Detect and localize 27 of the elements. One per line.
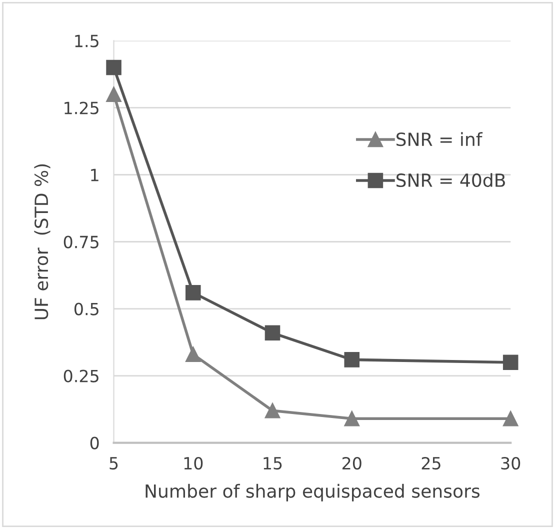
x-tick-label: 25 (422, 456, 440, 470)
x-tick-label: 20 (342, 456, 362, 470)
point (186, 285, 201, 300)
y-tick-label: 1.25 (64, 102, 98, 114)
x-tick-label: 15 (264, 457, 282, 470)
y-tick-label: 1 (91, 168, 98, 182)
point (344, 352, 360, 368)
point (264, 402, 280, 418)
y-tick-label: 1.5 (75, 34, 98, 48)
point (502, 354, 518, 370)
legend-label: SNR = inf (396, 132, 483, 146)
point (502, 411, 518, 426)
point (106, 60, 122, 76)
y-axis-title: UF error (STD %) (34, 164, 50, 320)
y-tick-label: 0.5 (74, 302, 98, 316)
x-tick-label: 10 (184, 456, 203, 470)
legend-label: SNR = 40dB (396, 173, 505, 188)
y-tick-label: 0.75 (64, 236, 98, 248)
point (186, 346, 201, 362)
point (344, 411, 360, 426)
point (106, 86, 122, 102)
x-tick-label: 5 (110, 457, 118, 470)
y-tick-label: 0 (90, 436, 99, 450)
x-tick-label: 30 (501, 456, 520, 470)
point (264, 325, 280, 341)
x-axis-title: Number of sharp equispaced sensors (146, 484, 480, 502)
y-tick-label: 0.25 (64, 370, 98, 382)
